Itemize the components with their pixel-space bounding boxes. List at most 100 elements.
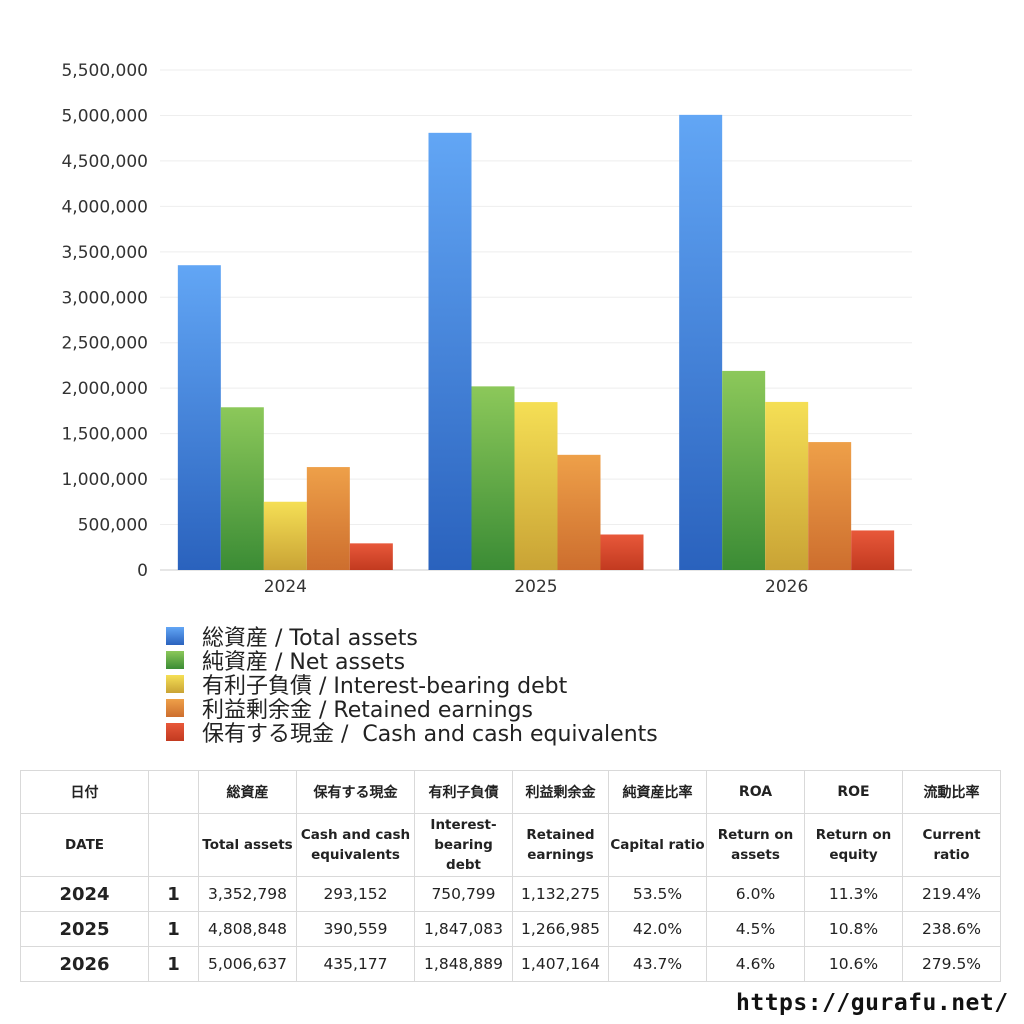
legend-item: 総資産 / Total assets — [166, 624, 658, 651]
table-cell: 6.0% — [706, 876, 805, 912]
legend-swatch — [166, 651, 184, 669]
table-cell: 1,847,083 — [414, 911, 513, 947]
table-cell: ROA — [706, 770, 805, 814]
bar-2026-series-1 — [722, 370, 766, 570]
table-cell — [148, 813, 199, 877]
x-tick-label: 2026 — [765, 577, 808, 597]
table-cell: 日付 — [20, 770, 149, 814]
table-cell: 流動比率 — [902, 770, 1001, 814]
table-cell: 2025 — [20, 911, 149, 947]
legend-label: 純資産 / Net assets — [202, 650, 406, 675]
table-cell: 279.5% — [902, 946, 1001, 982]
table-header-jp: 日付 総資産 保有する現金 有利子負債 利益剰余金 純資産比率 ROA ROE 流動比率 — [20, 770, 1001, 814]
y-tick-label: 1,000,000 — [61, 470, 148, 490]
legend-item: 利益剰余金 / Retained earnings — [166, 696, 658, 723]
y-tick-label: 3,500,000 — [61, 243, 148, 263]
table-header-en: DATE Total assets Cash and cash equivalents… — [20, 813, 1001, 877]
bar-chart: 0 500,000 1,000,000 1,500,000 2,000,000 2,500… — [61, 61, 912, 597]
bar-2025-series-1 — [471, 386, 515, 570]
table-cell: 2026 — [20, 946, 149, 982]
legend: 総資産 / Total assets 純資産 / Net assets 有利子負債 … — [166, 624, 658, 747]
table-cell: 5,006,637 — [198, 946, 297, 982]
x-tick-label: 2025 — [514, 577, 557, 597]
table-cell: Cash and cash equivalents — [296, 813, 415, 877]
y-axis: 0 500,000 1,000,000 1,500,000 2,000,000 2,500… — [61, 61, 148, 581]
table-cell: 3,352,798 — [198, 876, 297, 912]
table-cell: Interest-bearing debt — [414, 813, 513, 877]
table-cell: 保有する現金 — [296, 770, 415, 814]
x-tick-label: 2024 — [264, 577, 307, 597]
legend-label: 利益剰余金 / Retained earnings — [202, 698, 533, 723]
bar-2026-series-3 — [808, 442, 852, 570]
legend-item: 保有する現金 / Cash and cash equivalents — [166, 720, 658, 747]
table-cell: 1 — [148, 876, 199, 912]
y-tick-label: 2,000,000 — [61, 379, 148, 399]
legend-swatch — [166, 675, 184, 693]
table-cell: 総資産 — [198, 770, 297, 814]
bar-2025-series-3 — [557, 454, 601, 570]
y-tick-label: 1,500,000 — [61, 425, 148, 445]
table-cell: Total assets — [198, 813, 297, 877]
legend-label: 総資産 / Total assets — [202, 626, 418, 651]
legend-swatch — [166, 699, 184, 717]
table-cell: 利益剰余金 — [512, 770, 609, 814]
table-row: 2026 1 5,006,637 435,177 1,848,889 1,407,164 4… — [20, 946, 1001, 982]
table-cell: 4.5% — [706, 911, 805, 947]
bar-2025-series-4 — [600, 534, 644, 570]
source-url[interactable]: https://gurafu.net/ — [736, 990, 1009, 1016]
bars — [177, 114, 895, 570]
table-cell: 11.3% — [804, 876, 903, 912]
legend-label: 保有する現金 / Cash and cash equivalents — [202, 722, 658, 747]
legend-item: 有利子負債 / Interest-bearing debt — [166, 672, 658, 699]
y-tick-label: 4,000,000 — [61, 197, 148, 217]
table-cell: Return on assets — [706, 813, 805, 877]
table-cell: 1 — [148, 946, 199, 982]
table-cell: Retained earnings — [512, 813, 609, 877]
table-cell: 42.0% — [608, 911, 707, 947]
table-cell: DATE — [20, 813, 149, 877]
table-cell: 有利子負債 — [414, 770, 513, 814]
table-cell: 750,799 — [414, 876, 513, 912]
y-tick-label: 5,500,000 — [61, 61, 148, 81]
bar-2024-series-3 — [306, 467, 350, 570]
bar-2025-series-2 — [514, 402, 558, 570]
bar-2026-series-2 — [765, 401, 809, 570]
y-tick-label: 3,000,000 — [61, 288, 148, 308]
table-cell: 4,808,848 — [198, 911, 297, 947]
table-cell: Return on equity — [804, 813, 903, 877]
table-cell: 1,132,275 — [512, 876, 609, 912]
y-tick-label: 4,500,000 — [61, 152, 148, 172]
table-cell: 1,266,985 — [512, 911, 609, 947]
x-axis: 2024 2025 2026 — [264, 577, 809, 597]
table-cell: ROE — [804, 770, 903, 814]
bar-2024-series-4 — [349, 543, 393, 570]
bar-2024-series-1 — [220, 407, 264, 570]
table-cell: 4.6% — [706, 946, 805, 982]
bar-2024-series-2 — [263, 501, 307, 570]
legend-swatch — [166, 627, 184, 645]
bar-2026-series-0 — [679, 114, 723, 570]
table-cell: 293,152 — [296, 876, 415, 912]
table-cell: 219.4% — [902, 876, 1001, 912]
table-cell: 1 — [148, 911, 199, 947]
y-tick-label: 500,000 — [78, 516, 148, 536]
table-cell: 10.6% — [804, 946, 903, 982]
table-cell: 純資産比率 — [608, 770, 707, 814]
y-tick-label: 2,500,000 — [61, 334, 148, 354]
table-cell: 53.5% — [608, 876, 707, 912]
legend-label: 有利子負債 / Interest-bearing debt — [202, 674, 568, 699]
table-row: 2025 1 4,808,848 390,559 1,847,083 1,266,985 4… — [20, 911, 1001, 947]
table-cell: Current ratio — [902, 813, 1001, 877]
y-tick-label: 0 — [137, 561, 148, 581]
table-cell: 2024 — [20, 876, 149, 912]
table-cell: 10.8% — [804, 911, 903, 947]
bar-2026-series-4 — [851, 530, 895, 570]
table-cell — [148, 770, 199, 814]
table-row: 2024 1 3,352,798 293,152 750,799 1,132,275 53.… — [20, 876, 1001, 912]
financial-data-table: 日付 総資産 保有する現金 有利子負債 利益剰余金 純資産比率 ROA ROE 流動比率 DATE… — [20, 770, 1001, 982]
table-cell: 1,848,889 — [414, 946, 513, 982]
legend-item: 純資産 / Net assets — [166, 648, 658, 675]
y-tick-label: 5,000,000 — [61, 106, 148, 126]
table-cell: 43.7% — [608, 946, 707, 982]
table-cell: 435,177 — [296, 946, 415, 982]
